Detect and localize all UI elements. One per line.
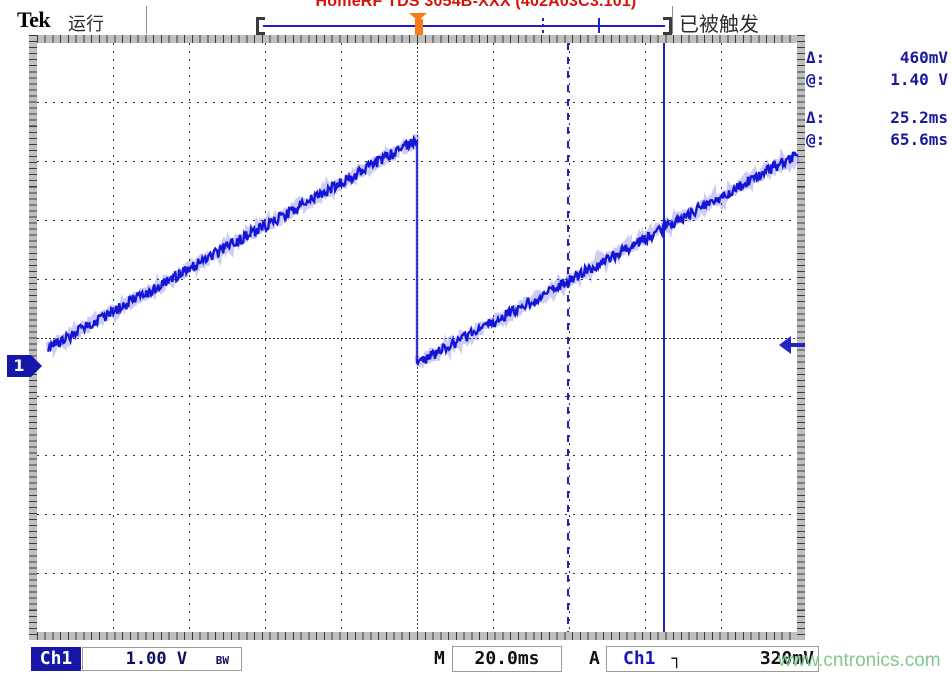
readout-row: Δ: 460mV: [806, 46, 952, 68]
record-position-bar[interactable]: [256, 17, 672, 35]
trigger-level-bar: [789, 343, 805, 347]
channel-1-badge[interactable]: Ch1: [31, 647, 81, 671]
cursor-readout-panel: Δ: 460mV @: 1.40 V Δ: 25.2ms @: 65.6ms: [806, 46, 952, 150]
header-divider-1: [146, 6, 147, 34]
bandwidth-limit-icon: BW: [215, 653, 229, 667]
gridline-v: [493, 43, 494, 632]
readout-row: @: 65.6ms: [806, 128, 952, 150]
trigger-marker-arrow-down: [409, 13, 427, 21]
run-state-label: 运行: [68, 14, 104, 35]
readout-label: @:: [806, 69, 826, 89]
waveform-trace: [45, 133, 800, 369]
falling-edge-icon: ┐: [671, 649, 682, 669]
horizontal-label: M: [434, 648, 445, 669]
gridline-v: [721, 43, 722, 632]
site-watermark: www.cntronics.com: [778, 650, 941, 671]
readout-label: Δ:: [806, 107, 826, 127]
trigger-position-marker-top[interactable]: [409, 13, 429, 35]
readout-value: 25.2ms: [890, 107, 948, 127]
readout-value: 65.6ms: [890, 129, 948, 149]
record-line: [263, 25, 665, 27]
trigger-level-marker[interactable]: [779, 336, 805, 354]
gridline-v: [645, 43, 646, 632]
record-bracket-right: [663, 17, 672, 35]
record-tick-solid: [598, 18, 600, 33]
horizontal-scale-box[interactable]: 20.0ms: [452, 646, 562, 672]
readout-value: 1.40 V: [890, 69, 948, 89]
graticule-edge-left: [29, 35, 37, 640]
trigger-settings-box[interactable]: Ch1 ┐ 320mV: [606, 646, 819, 672]
graticule: [29, 35, 805, 640]
record-tick-dashed: [542, 18, 544, 33]
trigger-level-arrow-icon: [779, 336, 791, 354]
cursor-a-vertical[interactable]: [567, 43, 569, 632]
graticule-edge-right: [797, 35, 805, 640]
gridline-v: [265, 43, 266, 632]
readout-label: @:: [806, 129, 826, 149]
readout-spacer: [806, 90, 952, 106]
graticule-edge-top: [29, 35, 805, 43]
trigger-level-value: 320mV: [759, 648, 814, 669]
readout-value: 460mV: [899, 47, 948, 67]
gridline-v: [341, 43, 342, 632]
trigger-label: A: [589, 648, 600, 669]
tek-logo: Tek: [17, 7, 51, 32]
model-banner: HomeRF TDS 3054B-XXX (402A03C3.101): [315, 0, 637, 10]
channel-1-ground-marker[interactable]: 1: [7, 355, 42, 377]
channel-1-scale-value: 1.00 V: [125, 649, 188, 669]
graticule-edge-bottom: [29, 632, 805, 640]
channel-1-scale-box[interactable]: 1.00 V BW: [82, 647, 242, 671]
trigger-source-value: Ch1: [623, 648, 656, 669]
gridline-v: [113, 43, 114, 632]
cursor-b-vertical[interactable]: [663, 43, 665, 632]
gridline-v: [569, 43, 570, 632]
trigger-state-label: 已被触发: [679, 12, 759, 36]
status-bar: Ch1 1.00 V BW M 20.0ms A Ch1 ┐ 320mV: [0, 645, 952, 675]
readout-row: @: 1.40 V: [806, 68, 952, 90]
header-divider-2: [672, 6, 673, 34]
record-bracket-left: [256, 17, 265, 35]
trigger-marker-stem: [415, 19, 423, 35]
readout-row: Δ: 25.2ms: [806, 106, 952, 128]
gridline-v: [189, 43, 190, 632]
readout-label: Δ:: [806, 47, 826, 67]
